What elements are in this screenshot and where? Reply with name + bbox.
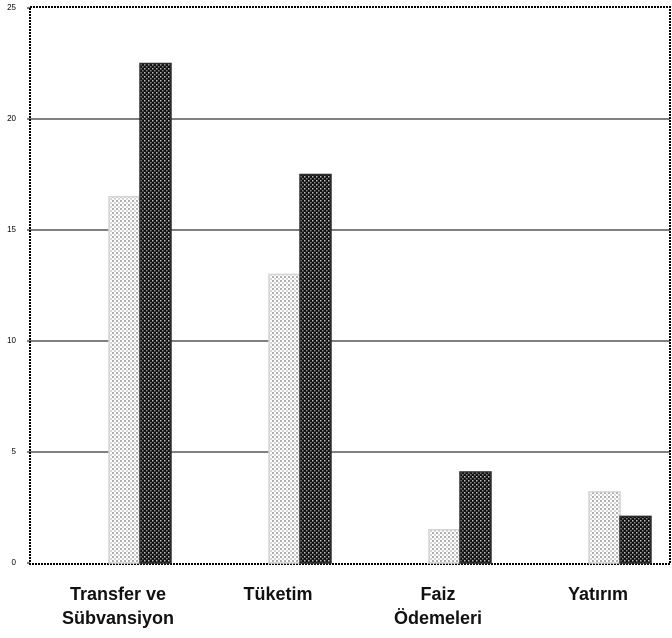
bar bbox=[108, 195, 141, 564]
bar bbox=[268, 273, 301, 564]
y-tick-label: 5 bbox=[12, 447, 17, 456]
y-tick-label: 0 bbox=[12, 558, 17, 567]
x-tick-label: Tüketim bbox=[243, 584, 313, 604]
bar bbox=[619, 515, 652, 564]
y-tick-label: 20 bbox=[7, 114, 16, 123]
bar bbox=[588, 491, 621, 564]
bar bbox=[428, 528, 461, 564]
x-tick-label: Transfer ve Sübvansiyon bbox=[61, 584, 175, 628]
bar bbox=[299, 173, 332, 564]
y-tick-label: 25 bbox=[7, 3, 16, 12]
x-tick-label: Faiz Ödemeleri bbox=[393, 584, 483, 628]
plot-frame bbox=[29, 6, 671, 565]
bar bbox=[459, 471, 492, 564]
y-tick-label: 15 bbox=[7, 225, 16, 234]
bar bbox=[139, 62, 172, 564]
y-tick-label: 10 bbox=[7, 336, 16, 345]
x-tick-label: Yatırım bbox=[567, 584, 629, 604]
